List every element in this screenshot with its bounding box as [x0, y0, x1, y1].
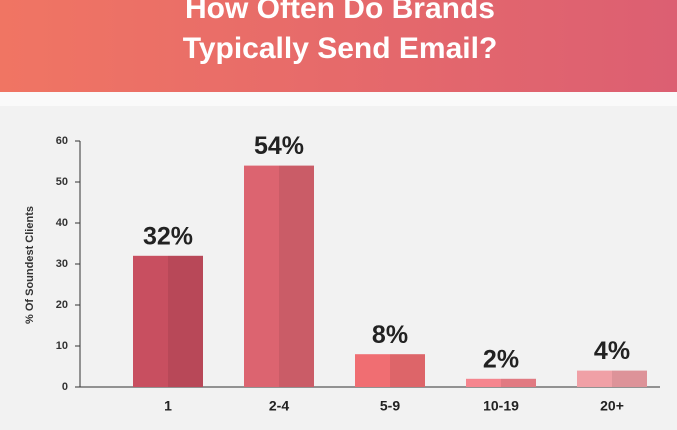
bar-shade — [279, 165, 314, 387]
x-tick-label: 20+ — [600, 398, 624, 414]
bar — [133, 255, 203, 387]
value-label: 2% — [483, 345, 519, 373]
y-axis-label: % Of Soundest Clients — [24, 206, 36, 324]
x-tick-label: 10-19 — [483, 398, 519, 414]
y-tick-label: 0 — [62, 381, 68, 393]
chart-title: How Often Do Brands — [185, 0, 495, 25]
value-label: 8% — [372, 321, 408, 349]
value-label: 32% — [143, 222, 193, 250]
y-tick-label: 40 — [56, 217, 68, 229]
x-tick-label: 5-9 — [380, 398, 400, 414]
value-label: 54% — [254, 132, 304, 160]
chart-title: Typically Send Email? — [183, 32, 498, 65]
bar-shade — [390, 354, 425, 387]
y-tick-label: 10 — [56, 340, 68, 352]
value-label: 4% — [594, 337, 630, 365]
header — [0, 0, 677, 92]
y-tick-label: 60 — [56, 135, 68, 147]
y-tick-label: 20 — [56, 299, 68, 311]
x-tick-label: 1 — [164, 398, 172, 414]
header-shadow — [0, 92, 677, 106]
bar — [355, 354, 425, 387]
bar-shade — [168, 255, 203, 387]
bar — [577, 370, 647, 387]
y-tick-label: 30 — [56, 258, 68, 270]
bar-shade — [612, 370, 647, 387]
y-tick-label: 50 — [56, 176, 68, 188]
bar — [244, 165, 314, 387]
bar-shade — [501, 378, 536, 387]
x-tick-label: 2-4 — [269, 398, 289, 414]
bar — [466, 378, 536, 387]
